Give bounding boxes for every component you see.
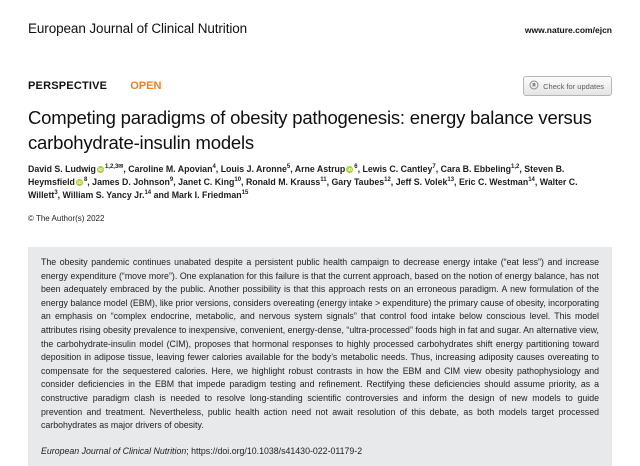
citation-line: European Journal of Clinical Nutrition; … [41,446,599,456]
article-title: Competing paradigms of obesity pathogene… [28,107,592,153]
author: Eric C. Westman14 [458,177,535,187]
orcid-icon[interactable]: iD [346,166,354,173]
author-affiliation-superscript: 4 [212,164,216,171]
author-affiliation-superscript: 11 [320,177,327,184]
author-affiliation-superscript: 15 [241,190,249,197]
author-affiliation-superscript: 3 [54,190,58,197]
author-affiliation-superscript: 14 [144,190,152,197]
author: Gary Taubes12 [331,177,391,187]
author-affiliation-superscript: 6 [354,164,358,171]
author: Steven B. Heymsfield iD 8 [28,164,565,187]
journal-name: European Journal of Clinical Nutrition [28,21,248,36]
author: Caroline M. Apovian4 [128,164,216,174]
author: Arne Astrup iD 6 [294,164,358,174]
orcid-icon[interactable]: iD [96,166,104,173]
check-for-updates-label: Check for updates [543,81,604,91]
author-affiliation-superscript: 1,2 [511,164,520,171]
author: Cara B. Ebbeling1,2 [440,164,520,174]
author: Jeff S. Volek13 [395,177,455,187]
author: Louis J. Aronne5 [220,164,291,174]
doi-link[interactable]: ; https://doi.org/10.1038/s41430-022-011… [186,445,363,456]
abstract-text: The obesity pandemic continues unabated … [41,257,599,431]
copyright-notice: © The Author(s) 2022 [28,214,105,223]
author: Janet C. King10 [178,177,242,187]
author-affiliation-superscript: 14 [528,177,535,184]
author: Walter C. Willett3 [28,177,578,200]
author-list: David S. Ludwig iD 1,2,3✉, Caroline M. Apo… [28,164,578,200]
orcid-icon[interactable]: iD [75,179,83,186]
author: Lewis C. Cantley7 [362,164,436,174]
author-affiliation-superscript: 13 [447,177,455,184]
author-affiliation-superscript: 9 [169,177,174,184]
crossmark-icon [529,80,539,92]
masthead: European Journal of Clinical Nutrition w… [28,0,612,36]
author: David S. Ludwig iD 1,2,3✉ [28,164,124,174]
author: James D. Johnson9 [92,177,174,187]
open-access-label: OPEN [130,80,162,92]
author-affiliation-superscript: 12 [384,177,391,184]
article-type-label: PERSPECTIVE [28,80,108,92]
author-affiliation-superscript: 5 [286,164,291,171]
author-affiliation-superscript: 8 [83,177,88,184]
corresponding-author-email-icon[interactable]: ✉ [118,164,124,171]
article-type-row: PERSPECTIVE OPEN Check for updates [28,76,612,96]
abstract-box: The obesity pandemic continues unabated … [28,247,612,466]
author: William S. Yancy Jr.14 [62,190,152,200]
citation-journal-name: European Journal of Clinical Nutrition [41,445,187,456]
author-affiliation-superscript: 1,2,3 [104,164,119,171]
author-affiliation-superscript: 7 [432,164,436,171]
author: Mark I. Friedman15 [171,190,249,200]
author-affiliation-superscript: 10 [234,177,242,184]
author: Ronald M. Krauss11 [245,177,327,187]
check-for-updates-button[interactable]: Check for updates [523,76,612,96]
journal-url-link[interactable]: www.nature.com/ejcn [524,25,612,35]
